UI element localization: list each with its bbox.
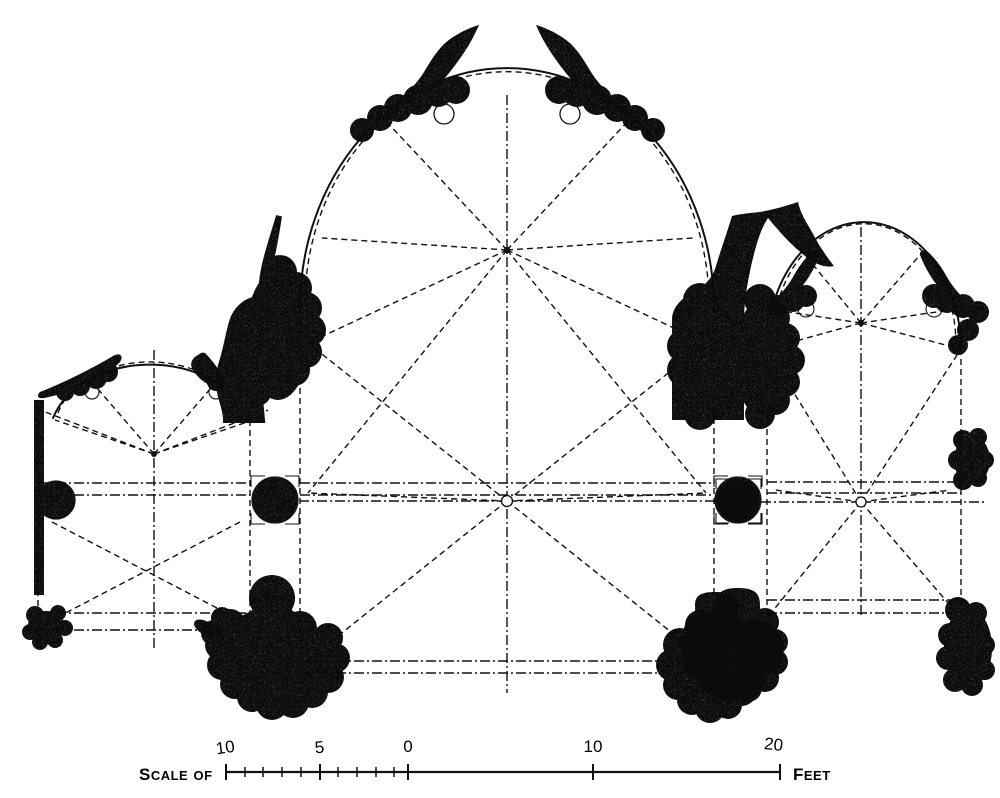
svg-text:0: 0 xyxy=(403,737,412,756)
svg-text:10: 10 xyxy=(215,737,236,758)
svg-text:10: 10 xyxy=(584,737,603,756)
svg-text:5: 5 xyxy=(314,738,325,758)
svg-text:FEET: FEET xyxy=(793,765,831,784)
svg-text:20: 20 xyxy=(763,734,784,755)
svg-text:SCALE OF: SCALE OF xyxy=(139,765,213,784)
